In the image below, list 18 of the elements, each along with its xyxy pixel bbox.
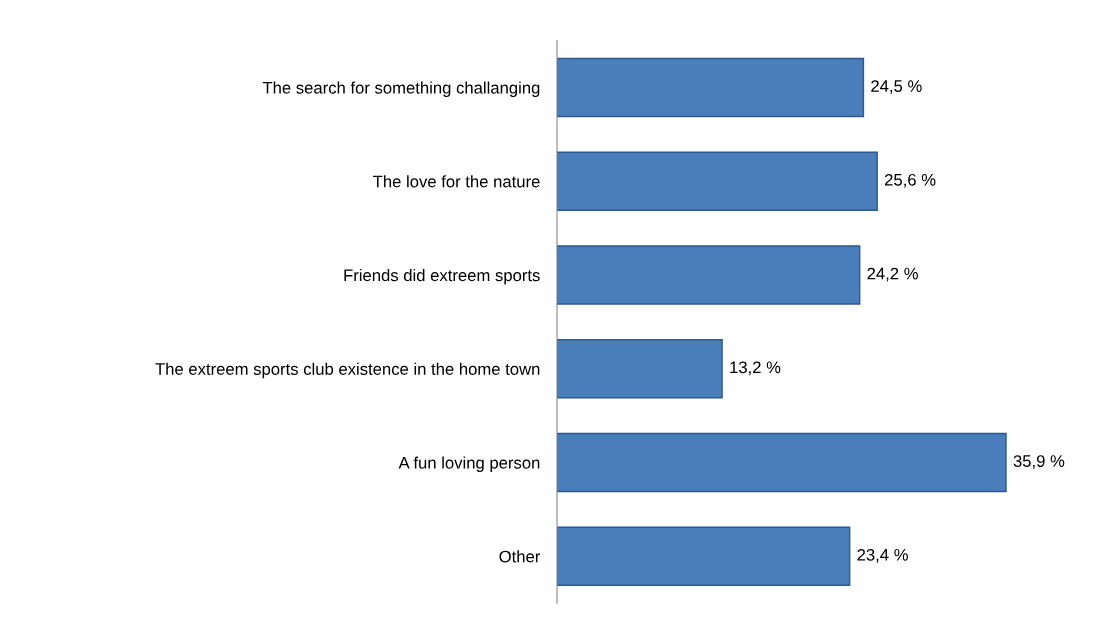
y-tick-label: A fun loving person [398,456,540,472]
bar [557,57,865,118]
bar [557,526,851,587]
data-label: 13,2 % [730,361,781,376]
y-tick-label: The love for the nature [373,175,540,188]
y-tick-label: The search for something challanging [262,81,540,97]
data-label: 23,4 % [857,548,908,563]
bar [557,151,878,212]
y-tick-label: Friends did extreem sports [344,268,540,285]
data-label: 25,6 % [884,173,936,188]
bar [557,338,723,399]
y-tick-label: Other [499,550,541,563]
bar [557,432,1007,493]
data-label: 35,9 % [1013,455,1065,469]
y-tick-label: The extreem sports club existence in the home town [155,362,540,379]
bar [557,245,861,305]
data-label: 24,2 % [867,267,918,282]
data-label: 24,5 % [871,80,922,94]
